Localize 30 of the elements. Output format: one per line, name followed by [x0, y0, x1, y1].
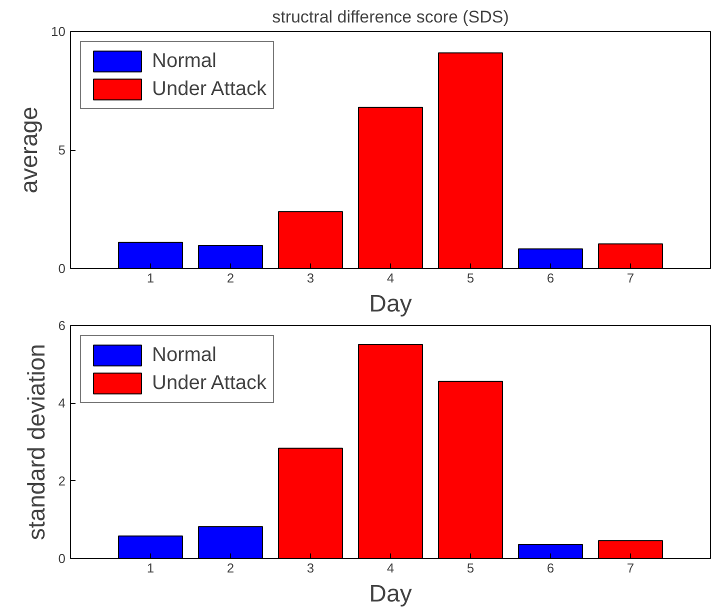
- x-axis-title: Day: [369, 290, 412, 318]
- x-tick-label: 4: [386, 270, 394, 286]
- legend-label: Under Attack: [152, 372, 267, 394]
- x-tick-label: 1: [146, 270, 154, 286]
- y-tick-label: 0: [58, 261, 66, 276]
- x-tick-label: 6: [546, 560, 554, 576]
- x-tick-label: 6: [546, 270, 554, 286]
- y-tick-label: 2: [58, 473, 66, 488]
- y-tick-label: 6: [58, 318, 66, 333]
- x-tick-label: 5: [466, 270, 474, 286]
- legend-label: Normal: [152, 50, 216, 72]
- x-tick-label: 7: [626, 270, 634, 286]
- x-tick-label: 5: [466, 560, 474, 576]
- legend-label: Under Attack: [152, 78, 267, 100]
- x-tick-label: 2: [226, 560, 234, 576]
- x-tick-label: 1: [146, 560, 154, 576]
- y-axis-title: average: [16, 106, 44, 194]
- x-tick-label: 3: [306, 560, 314, 576]
- x-tick-label: 4: [386, 560, 394, 576]
- y-axis-title: standard deviation: [23, 344, 50, 540]
- y-tick-label: 10: [51, 24, 66, 39]
- x-tick-label: 3: [306, 270, 314, 286]
- x-tick-label: 7: [626, 560, 634, 576]
- chart-title: structral difference score (SDS): [272, 8, 509, 26]
- y-tick-label: 5: [58, 142, 66, 158]
- x-tick-label: 2: [226, 270, 234, 286]
- y-tick-label: 4: [58, 396, 66, 411]
- legend-label: Normal: [152, 344, 216, 366]
- y-tick-label: 0: [58, 551, 66, 566]
- x-axis-title: Day: [369, 580, 412, 608]
